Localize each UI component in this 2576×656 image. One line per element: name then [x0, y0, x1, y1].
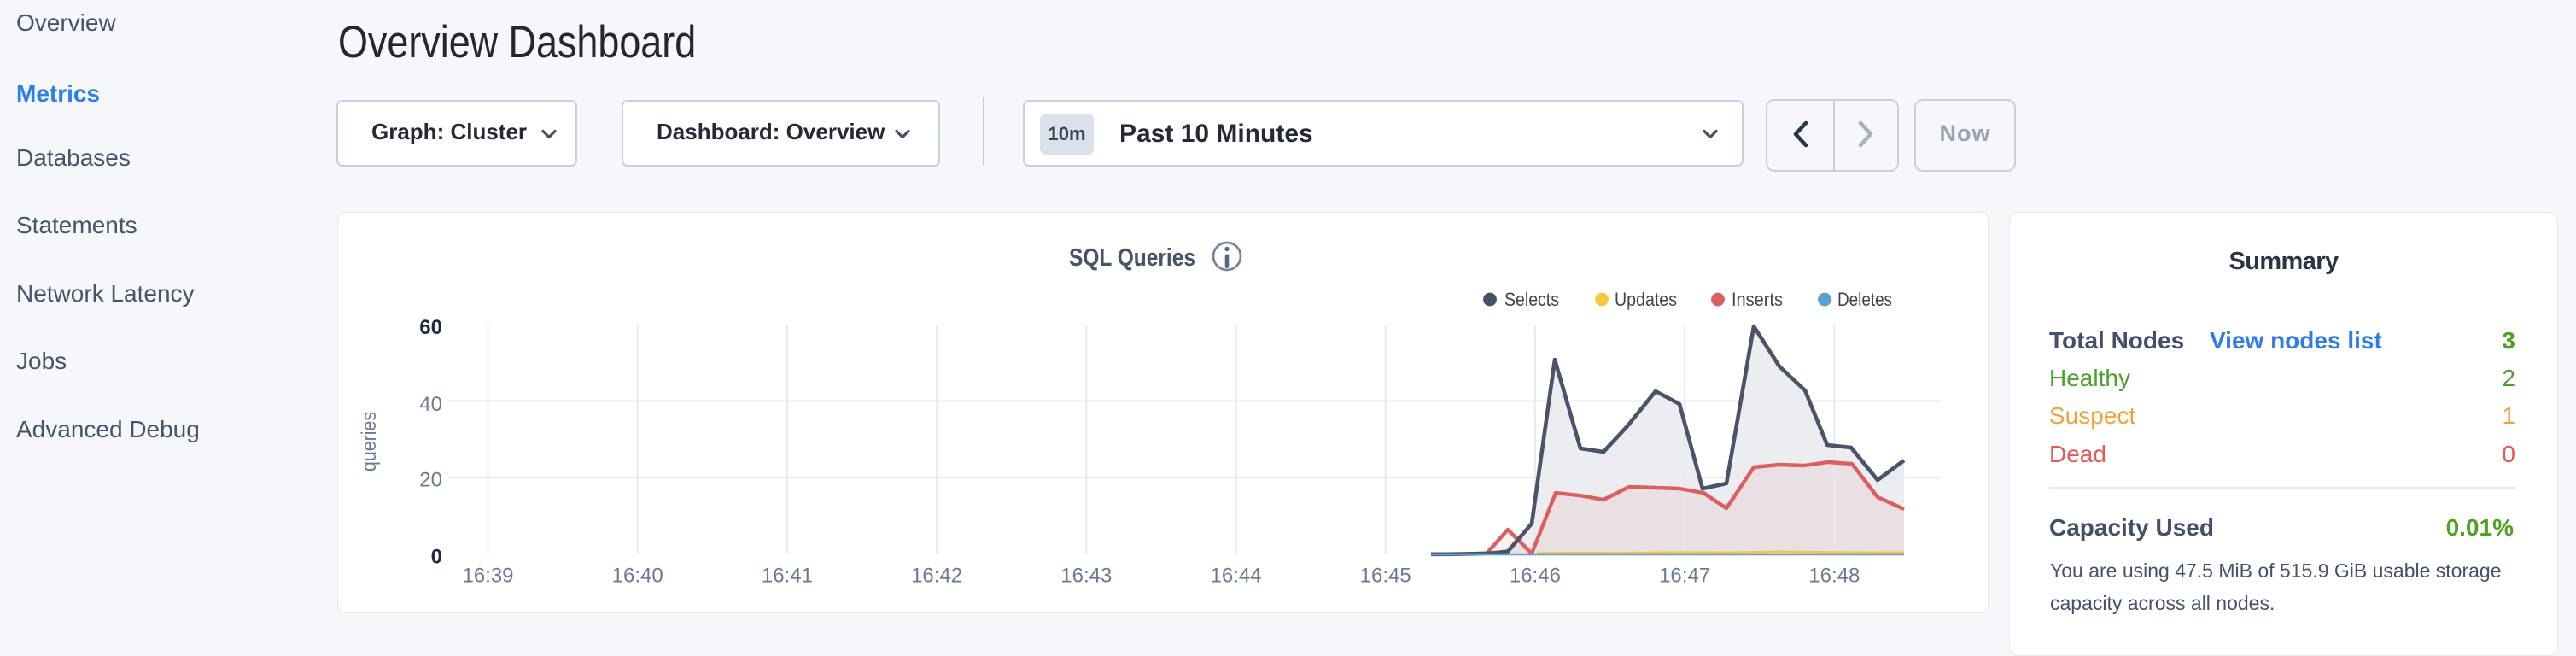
svg-text:16:45: 16:45	[1360, 565, 1411, 588]
svg-text:0: 0	[431, 545, 442, 568]
svg-text:16:47: 16:47	[1659, 565, 1710, 588]
svg-text:16:48: 16:48	[1808, 565, 1860, 588]
svg-text:Inserts: Inserts	[1732, 289, 1783, 310]
svg-text:16:42: 16:42	[911, 565, 962, 588]
svg-text:Updates: Updates	[1615, 289, 1677, 310]
svg-text:Deletes: Deletes	[1837, 289, 1892, 310]
svg-text:Selects: Selects	[1504, 289, 1559, 310]
svg-text:20: 20	[419, 469, 442, 492]
svg-text:queries: queries	[358, 412, 381, 472]
svg-text:16:40: 16:40	[612, 565, 663, 588]
svg-text:16:44: 16:44	[1210, 565, 1261, 588]
svg-text:16:39: 16:39	[462, 565, 513, 588]
svg-text:60: 60	[419, 316, 442, 339]
svg-text:SQL Queries: SQL Queries	[1069, 244, 1195, 272]
svg-text:16:43: 16:43	[1060, 565, 1112, 588]
svg-text:16:41: 16:41	[762, 565, 813, 588]
svg-text:16:46: 16:46	[1510, 565, 1561, 588]
svg-text:40: 40	[419, 393, 442, 416]
